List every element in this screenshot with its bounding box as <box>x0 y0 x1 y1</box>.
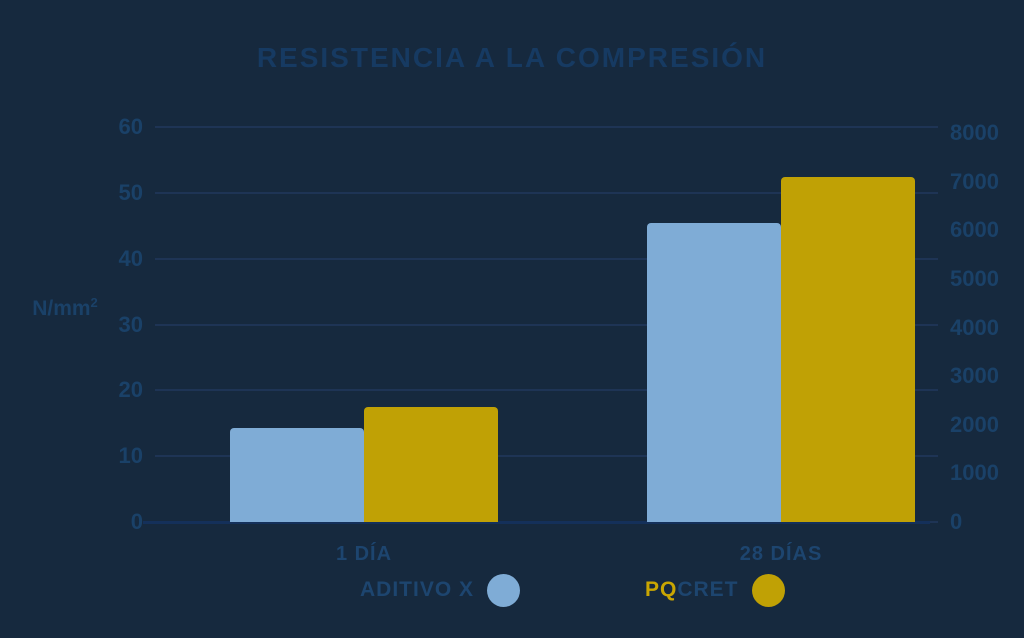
gridline <box>155 126 938 128</box>
legend-item: PQCRET <box>645 573 785 607</box>
legend-label: ADITIVO X <box>360 578 475 601</box>
y-axis-tick-label-right: 8000 <box>950 120 999 145</box>
bar-aditivo-x <box>230 427 364 522</box>
y-axis-tick-label-left: 30 <box>118 311 143 337</box>
legend-swatch-circle <box>487 573 521 607</box>
y-axis-unit-label: N/mm2 <box>20 295 110 321</box>
y-axis-tick-label-right: 6000 <box>950 217 999 243</box>
bar-pqcret <box>364 406 498 522</box>
y-axis-tick-label-left: 10 <box>118 443 143 469</box>
legend-item: ADITIVO X <box>360 573 521 607</box>
y-axis-tick-label-right: 3000 <box>950 363 999 389</box>
x-axis-line <box>143 521 930 524</box>
category-label: 1 DÍA <box>335 543 393 565</box>
bar-pqcret <box>781 177 915 522</box>
gridline <box>155 455 938 458</box>
y-axis-tick-label-left: 40 <box>118 245 143 271</box>
legend-label: PQCRET <box>645 578 739 602</box>
legend-label-rest: CRET <box>677 578 739 601</box>
gridline <box>155 257 938 260</box>
gridline <box>155 389 938 392</box>
y-axis-tick-label-right: 1000 <box>950 460 999 486</box>
gridline <box>155 191 938 194</box>
gridline <box>155 323 938 326</box>
y-axis-tick-label-right: 4000 <box>950 314 999 340</box>
y-axis-tick-label-right: 5000 <box>950 265 999 291</box>
legend-swatch-circle <box>751 573 785 607</box>
category-label: 28 DÍAS <box>739 543 823 565</box>
y-axis-tick-label-right: 2000 <box>950 411 999 437</box>
y-axis-tick-label-left: 0 <box>130 509 143 534</box>
bar-aditivo-x <box>647 223 781 522</box>
y-axis-tick-label-right: 0 <box>950 509 963 534</box>
legend-label-accent: PQ <box>645 578 678 601</box>
y-axis-tick-label-left: 50 <box>118 179 143 205</box>
chart-title: RESISTENCIA A LA COMPRESIÓN <box>256 42 768 73</box>
y-axis-unit-base: N/mm <box>32 297 91 320</box>
y-axis-tick-label-left: 20 <box>118 377 143 403</box>
y-axis-tick-label-left: 60 <box>118 114 143 139</box>
y-axis-unit-exponent: 2 <box>90 295 98 310</box>
y-axis-tick-label-right: 7000 <box>950 168 999 194</box>
